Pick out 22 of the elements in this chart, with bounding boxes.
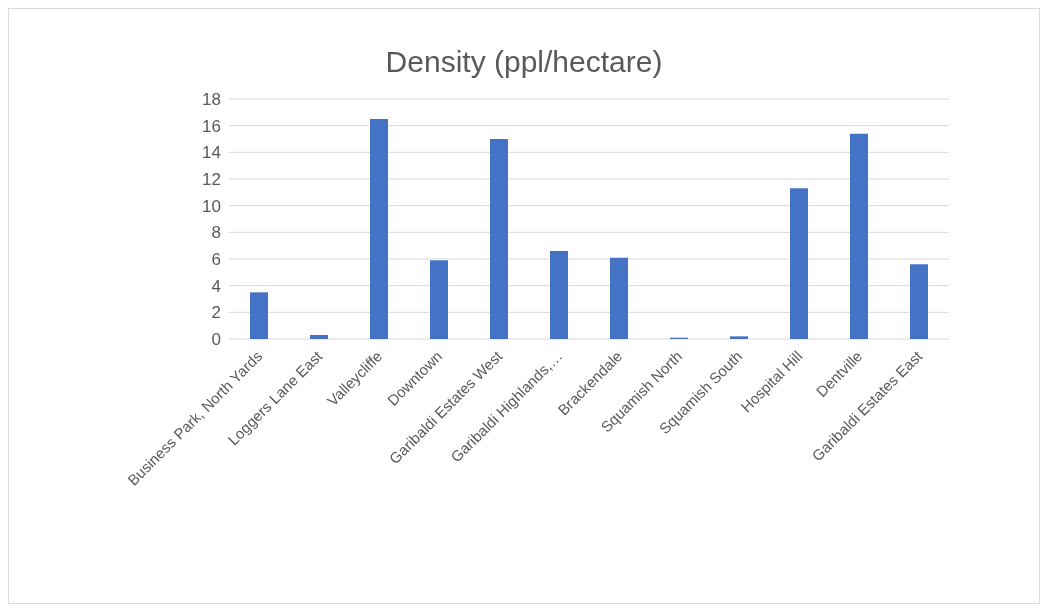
y-tick-label: 16 — [202, 116, 221, 136]
y-tick-label: 18 — [202, 90, 221, 110]
chart-title: Density (ppl/hectare) — [384, 45, 664, 79]
y-tick-label: 12 — [202, 170, 221, 190]
bar — [430, 260, 448, 339]
bar — [370, 119, 388, 339]
y-tick-label: 0 — [211, 330, 221, 350]
y-tick-label: 10 — [202, 196, 221, 216]
bar — [250, 292, 268, 339]
bar — [850, 133, 868, 339]
y-tick-label: 4 — [211, 276, 221, 296]
y-tick-label: 6 — [211, 250, 221, 270]
y-tick-label: 8 — [211, 223, 221, 243]
bar — [610, 257, 628, 339]
bar — [910, 264, 928, 339]
bar — [490, 139, 508, 339]
y-tick-label: 2 — [211, 303, 221, 323]
bar — [310, 335, 328, 339]
bar — [790, 188, 808, 339]
bar — [730, 336, 748, 339]
bar — [550, 251, 568, 339]
y-tick-label: 14 — [202, 143, 221, 163]
